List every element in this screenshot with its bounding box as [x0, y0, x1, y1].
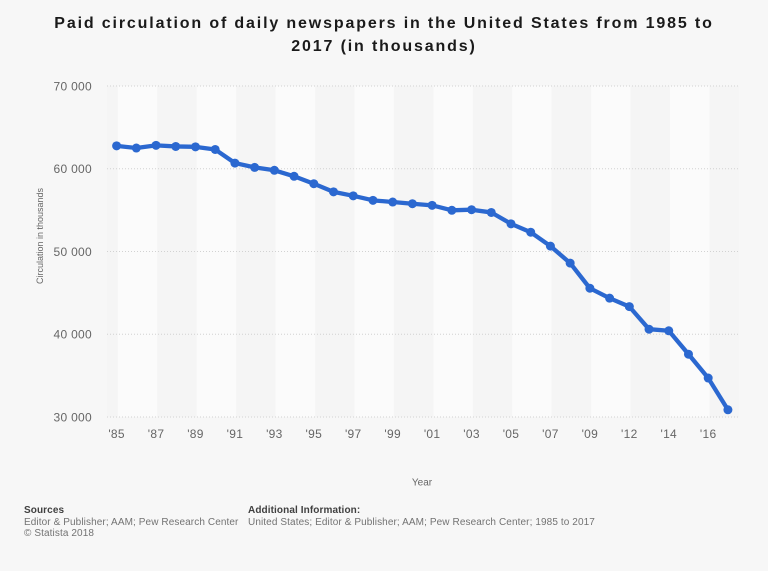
- svg-text:'16: '16: [700, 427, 717, 441]
- svg-text:'87: '87: [148, 427, 165, 441]
- svg-text:40 000: 40 000: [53, 328, 92, 342]
- svg-text:60 000: 60 000: [53, 162, 92, 176]
- svg-text:'91: '91: [227, 427, 244, 441]
- svg-text:'93: '93: [266, 427, 283, 441]
- svg-text:'01: '01: [424, 427, 441, 441]
- svg-text:'09: '09: [582, 427, 599, 441]
- svg-text:'14: '14: [660, 427, 677, 441]
- svg-text:50 000: 50 000: [53, 245, 92, 259]
- svg-text:Circulation in thousands: Circulation in thousands: [35, 187, 45, 284]
- svg-text:'97: '97: [345, 427, 362, 441]
- svg-text:70 000: 70 000: [53, 79, 92, 93]
- svg-text:'85: '85: [108, 427, 125, 441]
- svg-text:Year: Year: [412, 478, 433, 489]
- svg-text:'99: '99: [384, 427, 401, 441]
- svg-text:'12: '12: [621, 427, 638, 441]
- svg-text:30 000: 30 000: [53, 410, 92, 424]
- svg-text:'03: '03: [463, 427, 480, 441]
- svg-text:'89: '89: [187, 427, 204, 441]
- svg-text:'07: '07: [542, 427, 559, 441]
- svg-text:'05: '05: [503, 427, 520, 441]
- svg-text:'95: '95: [306, 427, 323, 441]
